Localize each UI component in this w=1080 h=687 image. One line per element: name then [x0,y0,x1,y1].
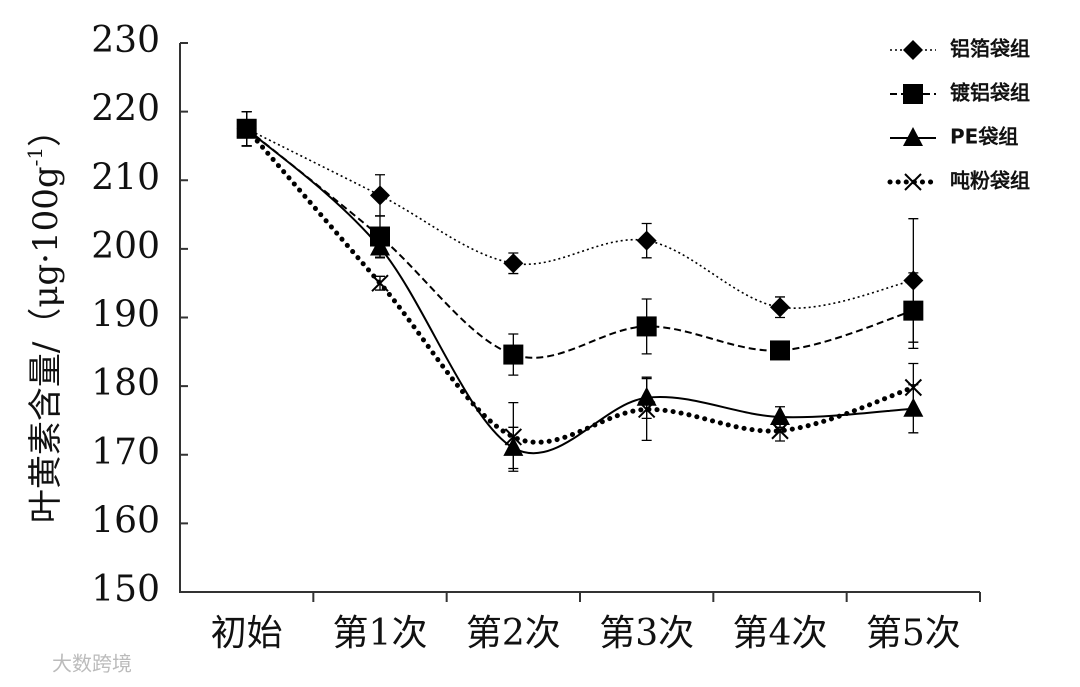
marker [770,297,790,318]
y-tick-label: 220 [91,89,160,130]
legend-marker [904,173,922,191]
marker [370,185,390,206]
legend-label: 镀铝袋组 [950,81,1030,105]
y-label-end: ） [26,113,66,147]
y-tick-label: 200 [91,226,160,267]
y-tick-label: 150 [91,569,160,610]
x-tick-label: 第5次 [866,613,961,654]
x-tick-label: 第2次 [466,613,561,654]
legend-label: 铝箔袋组 [950,37,1030,61]
marker [371,274,389,292]
y-tick-label: 180 [91,363,160,404]
legend-marker [903,40,923,60]
marker [770,340,790,361]
x-tick-label: 第1次 [333,613,428,654]
y-tick-label: 190 [91,295,160,336]
watermark: 大数跨境 [52,652,132,676]
marker [370,236,390,256]
y-tick-label: 160 [91,500,160,541]
marker [503,344,524,365]
series-line [244,126,916,445]
y-label-sup: -1 [23,147,47,166]
marker [636,316,657,337]
x-tick-label: 第4次 [733,613,828,654]
x-tick-label: 初始 [211,613,283,654]
marker [637,400,656,419]
marker [503,253,524,274]
y-label-main: 叶黄素含量/（μg·100g [26,166,66,523]
legend-marker [903,84,923,104]
x-tick-label: 第3次 [599,613,694,654]
marker [903,300,924,321]
legend-marker [903,127,923,146]
legend-label: 吨粉袋组 [950,169,1030,193]
y-tick-label: 170 [91,432,160,473]
marker [636,230,657,251]
marker [904,378,923,397]
y-axis-label: 叶黄素含量/（μg·100g-1） [23,113,67,523]
marker [771,422,789,440]
y-tick-label: 210 [91,157,160,198]
legend-label: PE袋组 [950,125,1018,149]
marker [237,120,256,138]
series-line [246,128,914,309]
series-line [246,128,914,455]
marker [504,428,523,446]
y-tick-label: 230 [91,20,160,61]
